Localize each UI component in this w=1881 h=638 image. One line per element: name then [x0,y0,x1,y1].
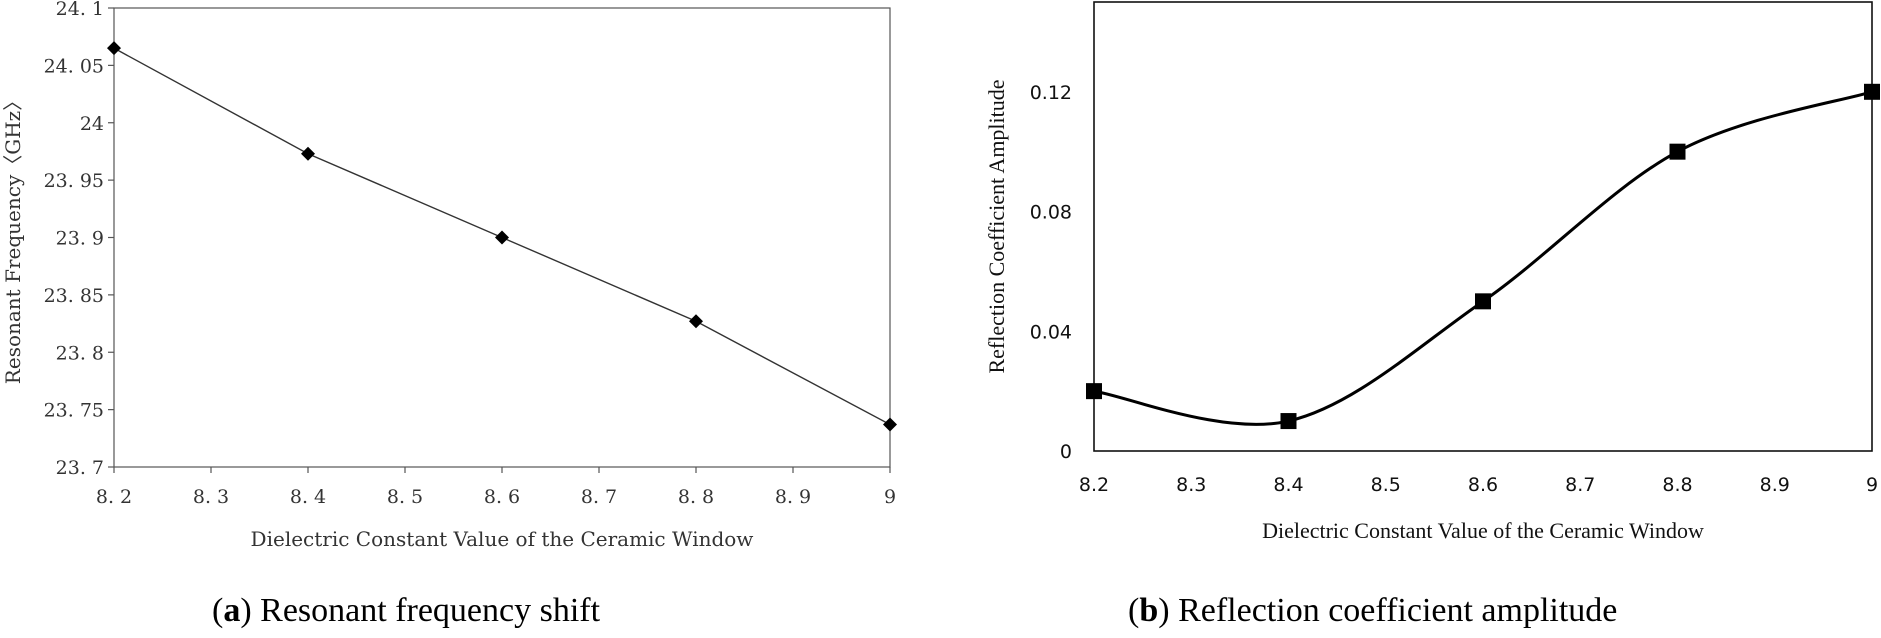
b-data-point [1086,383,1102,400]
chart-b-markers [1086,83,1880,430]
a-data-point [495,230,509,245]
chart-b-y-axis-label: Reflection Coefficient Amplitude [984,79,1009,373]
a-y-tick-label: 24 [80,113,104,135]
a-data-point [301,146,315,161]
b-x-tick-label: 8.2 [1079,474,1109,496]
a-x-tick-label: 8. 4 [290,486,326,508]
b-x-tick-label: 8.6 [1468,474,1498,496]
b-x-tick-label: 8.8 [1662,474,1692,496]
b-data-point [1864,83,1880,100]
a-x-tick-label: 8. 9 [775,486,811,508]
b-data-point [1475,293,1491,310]
chart-b-plot-frame [1093,1,1873,452]
chart-b-x-ticks: 8.2 8.3 8.4 8.5 8.6 8.7 8.8 8.9 9 [1079,474,1878,496]
chart-b-series-line [1093,90,1873,426]
a-y-tick-label: 24. 05 [44,55,104,77]
b-x-tick-label: 8.3 [1176,474,1206,496]
b-x-tick-label: 8.5 [1371,474,1401,496]
b-x-tick-label: 8.4 [1273,474,1303,496]
a-x-tick-label: 8. 8 [678,486,714,508]
chart-a-x-ticks: 8. 2 8. 3 8. 4 8. 5 8. 6 8. 7 8. 8 8. 9 9 [96,467,896,508]
chart-b-y-ticks: 0 0.04 0.08 0.12 [1030,82,1072,463]
chart-b-caption-text: Reflection coefficient amplitude [1178,592,1618,629]
a-x-tick-label: 8. 3 [193,486,229,508]
chart-a-x-axis-label: Dielectric Constant Value of the Ceramic… [251,527,754,551]
a-x-tick-label: 8. 5 [387,486,423,508]
chart-a-y-axis-label: Resonant Frequency〈GHz〉 [1,91,25,384]
chart-b-caption: (b) Reflection coefficient amplitude [1128,592,1618,629]
a-data-point [689,314,703,329]
a-y-tick-label: 23. 95 [44,170,104,192]
chart-a-caption-text: Resonant frequency shift [260,592,601,629]
chart-a-caption-letter: a [223,592,241,629]
a-x-tick-label: 8. 7 [581,486,617,508]
a-x-tick-label: 8. 6 [484,486,520,508]
chart-b-caption-letter: b [1139,592,1159,629]
a-y-tick-label: 23. 9 [56,228,104,250]
b-y-tick-label: 0.08 [1030,202,1072,224]
a-y-tick-label: 23. 75 [44,400,104,422]
b-x-tick-label: 9 [1866,474,1878,496]
a-y-tick-label: 23. 8 [56,342,104,364]
a-y-tick-label: 23. 7 [56,457,104,479]
chart-b-x-axis-label: Dielectric Constant Value of the Ceramic… [1262,518,1704,543]
a-x-tick-label: 8. 2 [96,486,132,508]
b-y-tick-label: 0 [1060,441,1072,463]
chart-a-markers [107,41,897,432]
b-data-point [1669,143,1686,160]
b-y-tick-label: 0.04 [1030,321,1072,343]
b-data-point [1280,413,1297,430]
b-x-tick-label: 8.9 [1760,474,1790,496]
b-y-tick-label: 0.12 [1030,82,1072,104]
chart-a-y-ticks: 23. 7 23. 75 23. 8 23. 85 23. 9 23. 95 24 24. 0… [44,0,114,479]
a-data-point [107,41,121,56]
a-y-tick-label: 23. 85 [44,285,104,307]
a-x-tick-label: 9 [884,486,896,508]
chart-a-caption: (a) Resonant frequency shift [212,592,601,629]
a-data-point [883,417,897,432]
b-x-tick-label: 8.7 [1565,474,1595,496]
chart-b-reflection-coefficient: 8.2 8.3 8.4 8.5 8.6 8.7 8.8 8.9 9 00.040.080.12 … [984,1,1880,543]
a-y-tick-label: 24. 1 [56,0,104,20]
